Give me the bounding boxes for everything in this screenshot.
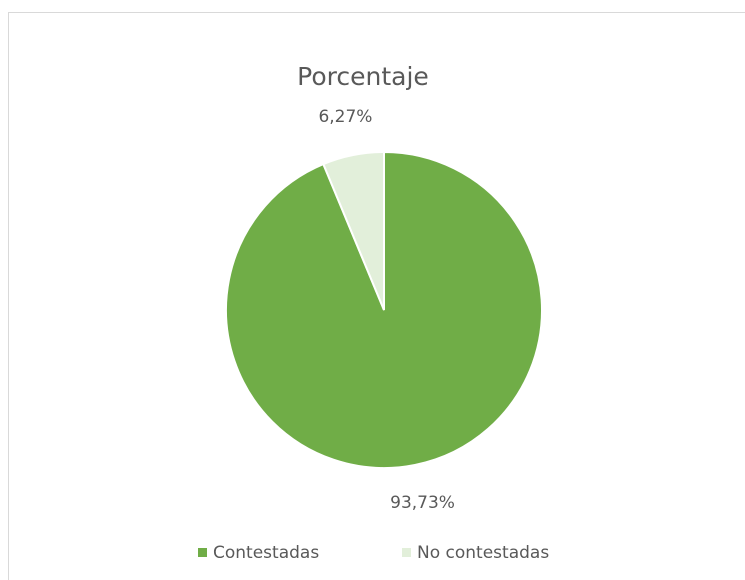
data-label: 93,73%: [390, 493, 455, 513]
legend-swatch: [402, 548, 411, 557]
legend-label: No contestadas: [417, 543, 549, 563]
pie-slice: [225, 150, 543, 469]
data-label: 6,27%: [318, 107, 372, 127]
legend-swatch: [198, 548, 207, 557]
pie-slice: [322, 150, 385, 311]
chart-title: Porcentaje: [297, 62, 429, 91]
legend-label: Contestadas: [213, 543, 319, 563]
